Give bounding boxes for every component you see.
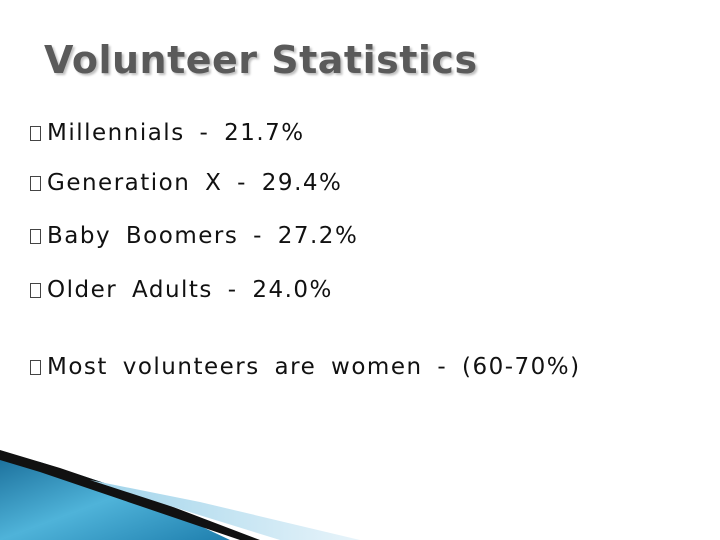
bullet-glyph <box>30 125 41 141</box>
bullet-text: Millennials - 21.7% <box>47 120 305 146</box>
bullet-item: Millennials - 21.7% <box>30 118 305 148</box>
bullet-item: Most volunteers are women - (60-70%) <box>30 352 581 382</box>
decoration <box>0 450 360 540</box>
wedge-light <box>90 480 360 540</box>
bullet-item: Baby Boomers - 27.2% <box>30 221 358 251</box>
bullet-item: Generation X - 29.4% <box>30 168 342 198</box>
bullet-glyph <box>30 228 41 244</box>
bullet-text: Most volunteers are women - (60-70%) <box>47 354 581 380</box>
bullet-text: Generation X - 29.4% <box>47 170 343 196</box>
slide-title: Volunteer Statistics <box>44 38 478 82</box>
wedge-dark <box>0 450 260 540</box>
bullet-item: Older Adults - 24.0% <box>30 275 333 305</box>
bullet-glyph <box>30 175 41 191</box>
bullet-text: Baby Boomers - 27.2% <box>47 223 359 249</box>
bullet-glyph <box>30 359 41 375</box>
bullet-text: Older Adults - 24.0% <box>47 277 333 303</box>
bullet-glyph <box>30 282 41 298</box>
